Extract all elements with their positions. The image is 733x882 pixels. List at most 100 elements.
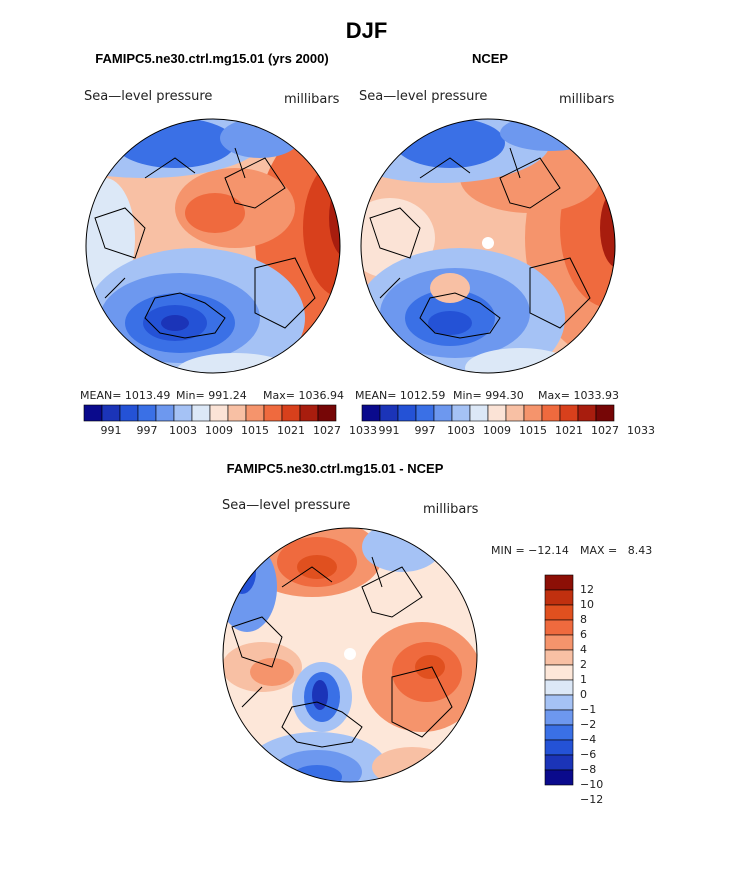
model-polar-map [85, 118, 341, 374]
colorbar-tick-label: 1003 [169, 424, 197, 437]
colorbar-tick-label: −1 [580, 703, 597, 716]
colorbar-swatch [209, 404, 229, 422]
colorbar-swatch [505, 404, 525, 422]
colorbar-swatch [299, 404, 319, 422]
colorbar-tick-label: 12 [580, 583, 594, 596]
colorbar-swatch [119, 404, 139, 422]
obs-max-stat: Max= 1033.93 [538, 389, 619, 402]
colorbar-swatch [379, 404, 399, 422]
diff-min-stat: MIN = −12.14 [491, 544, 569, 557]
page-title: DJF [345, 18, 388, 43]
colorbar-tick-label: 1021 [277, 424, 305, 437]
colorbar-tick-label: 1027 [313, 424, 341, 437]
diff-colorbar [544, 574, 574, 786]
colorbar-swatch [173, 404, 193, 422]
colorbar-swatch [544, 709, 574, 726]
colorbar-swatch [101, 404, 121, 422]
model-panel-title: FAMIPC5.ne30.ctrl.mg15.01 (yrs 2000) [95, 51, 329, 66]
colorbar-swatch [487, 404, 507, 422]
colorbar-tick-label: 1021 [555, 424, 583, 437]
model-min-stat: Min= 991.24 [176, 389, 247, 402]
colorbar-swatch [317, 404, 337, 422]
colorbar-swatch [155, 404, 175, 422]
colorbar-tick-label: 991 [378, 424, 400, 437]
colorbar-swatch [415, 404, 435, 422]
colorbar-swatch [281, 404, 301, 422]
colorbar-tick-label: 10 [580, 598, 594, 611]
colorbar-tick-label: −6 [580, 748, 597, 761]
colorbar-swatch [577, 404, 597, 422]
colorbar-tick-label: 1015 [241, 424, 269, 437]
colorbar-tick-label: −4 [580, 733, 597, 746]
model-colorbar-ticks: 991 997 1003 1009 1015 1021 1027 1033 [84, 424, 378, 438]
colorbar-swatch [544, 754, 574, 771]
colorbar-swatch [544, 724, 574, 741]
colorbar-tick-label: 1009 [205, 424, 233, 437]
colorbar-swatch [541, 404, 561, 422]
colorbar-swatch [83, 404, 103, 422]
colorbar-swatch [245, 404, 265, 422]
colorbar-tick-label: 997 [414, 424, 436, 437]
model-colorbar [83, 404, 337, 422]
diff-colorbar-ticks: 12 10 8 6 4 2 1 0 −1 −2 −4 −6 −8 −10 −12 [580, 575, 620, 806]
colorbar-tick-label: 0 [580, 688, 587, 701]
colorbar-swatch [544, 679, 574, 696]
model-field-label: Sea—level pressure [84, 89, 213, 104]
obs-min-stat: Min= 994.30 [453, 389, 524, 402]
colorbar-swatch [544, 619, 574, 636]
colorbar-swatch [227, 404, 247, 422]
colorbar-tick-label: 1033 [627, 424, 655, 437]
colorbar-tick-label: 1009 [483, 424, 511, 437]
colorbar-swatch [544, 739, 574, 756]
colorbar-tick-label: 8 [580, 613, 587, 626]
model-units-label: millibars [284, 92, 340, 107]
colorbar-tick-label: 2 [580, 658, 587, 671]
colorbar-tick-label: 4 [580, 643, 587, 656]
colorbar-swatch [433, 404, 453, 422]
colorbar-tick-label: 6 [580, 628, 587, 641]
colorbar-tick-label: 1033 [349, 424, 377, 437]
colorbar-tick-label: −8 [580, 763, 597, 776]
colorbar-swatch [451, 404, 471, 422]
colorbar-swatch [544, 589, 574, 606]
colorbar-swatch [559, 404, 579, 422]
colorbar-tick-label: 997 [136, 424, 158, 437]
obs-field-label: Sea—level pressure [359, 89, 488, 104]
colorbar-swatch [544, 769, 574, 786]
colorbar-swatch [469, 404, 489, 422]
colorbar-swatch [137, 404, 157, 422]
colorbar-swatch [544, 574, 574, 591]
model-max-stat: Max= 1036.94 [263, 389, 344, 402]
colorbar-swatch [191, 404, 211, 422]
colorbar-tick-label: 1003 [447, 424, 475, 437]
colorbar-swatch [544, 664, 574, 681]
colorbar-swatch [544, 694, 574, 711]
colorbar-swatch [397, 404, 417, 422]
colorbar-swatch [523, 404, 543, 422]
diff-field-label: Sea—level pressure [222, 498, 351, 513]
colorbar-swatch [544, 604, 574, 621]
diff-max-stat: MAX = 8.43 [580, 544, 653, 557]
diff-units-label: millibars [423, 502, 479, 517]
colorbar-swatch [263, 404, 283, 422]
obs-colorbar-ticks: 991 997 1003 1009 1015 1021 1027 1033 [362, 424, 656, 438]
diff-polar-map [222, 527, 478, 783]
colorbar-swatch [544, 634, 574, 651]
colorbar-tick-label: 1027 [591, 424, 619, 437]
model-mean-stat: MEAN= 1013.49 [80, 389, 171, 402]
colorbar-tick-label: −10 [580, 778, 604, 791]
colorbar-tick-label: 991 [100, 424, 122, 437]
colorbar-tick-label: −2 [580, 718, 597, 731]
diff-panel-title: FAMIPC5.ne30.ctrl.mg15.01 - NCEP [226, 461, 444, 476]
obs-polar-map [360, 118, 616, 374]
colorbar-swatch [361, 404, 381, 422]
colorbar-tick-label: −12 [580, 793, 604, 806]
colorbar-tick-label: 1015 [519, 424, 547, 437]
colorbar-swatch [544, 649, 574, 666]
colorbar-tick-label: 1 [580, 673, 587, 686]
obs-units-label: millibars [559, 92, 615, 107]
obs-mean-stat: MEAN= 1012.59 [355, 389, 446, 402]
colorbar-swatch [595, 404, 615, 422]
obs-panel-title: NCEP [471, 51, 509, 66]
obs-colorbar [361, 404, 615, 422]
